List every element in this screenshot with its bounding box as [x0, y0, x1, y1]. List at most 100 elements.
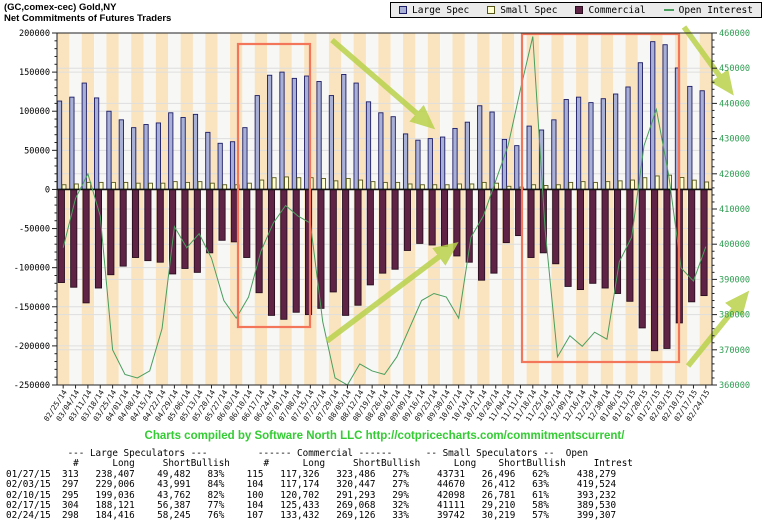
bar-small-spec [704, 181, 710, 190]
bar-small-spec [148, 182, 153, 190]
bar-small-spec [172, 181, 178, 190]
bar-large-spec [625, 86, 631, 190]
bar-commercial [193, 188, 201, 273]
bar-large-spec [464, 121, 470, 190]
bar-large-spec [143, 124, 149, 190]
legend-item-open-interest: Open Interest [663, 4, 753, 16]
bar-small-spec [160, 182, 166, 190]
bar-commercial [280, 188, 288, 320]
bar-commercial [57, 188, 65, 283]
bar-large-spec [316, 81, 322, 190]
chart-legend: Large Spec Small Spec Commercial Open Inter… [390, 2, 762, 18]
table-row: 02/17/15 304 188,121 56,387 77% 104 125,… [6, 500, 617, 512]
bar-large-spec [131, 127, 137, 190]
bar-commercial [638, 188, 646, 329]
bar-commercial [440, 188, 449, 247]
bar-large-spec [365, 101, 372, 190]
right-axis-label: 420000 [719, 170, 750, 180]
bar-small-spec [382, 181, 388, 190]
credit-text: Charts compiled by Software North LLC ht… [145, 430, 626, 442]
bar-large-spec [229, 141, 236, 190]
left-axis-label: -250000 [14, 381, 50, 391]
bar-commercial [478, 188, 486, 281]
right-axis-label: 440000 [719, 99, 750, 109]
bar-small-spec [333, 180, 339, 190]
bar-small-spec [580, 181, 586, 190]
legend-label: Commercial [588, 4, 646, 16]
open-interest-line [62, 36, 707, 386]
bar-commercial [366, 188, 374, 286]
bar-small-spec [568, 181, 574, 190]
bar-commercial [490, 188, 498, 274]
table-column-header-row: # Long ShortBullish # Long ShortBullish … [6, 458, 633, 470]
bar-commercial [663, 188, 671, 349]
bar-large-spec [353, 82, 359, 190]
bar-large-spec [551, 119, 557, 190]
right-axis-label: 370000 [719, 346, 750, 356]
cot-data-table: --- Large Speculators --- ------ Commerc… [6, 448, 761, 522]
bar-commercial [453, 188, 461, 257]
bar-small-spec [135, 182, 141, 190]
cot-chart: -250000 -200000 -150000 -100000 -50000 0 50000… [14, 25, 750, 442]
legend-label: Large Spec [412, 4, 470, 16]
bar-large-spec [168, 112, 174, 190]
bar-small-spec [247, 182, 252, 190]
bar-small-spec [617, 180, 623, 190]
bar-commercial [181, 188, 189, 269]
bar-commercial [329, 188, 337, 293]
legend-item-small-spec: Small Spec [487, 5, 557, 16]
bar-commercial [576, 188, 584, 291]
bar-small-spec [197, 181, 203, 190]
legend-label: Open Interest [678, 4, 753, 16]
bar-small-spec [86, 181, 92, 190]
legend-label: Small Spec [500, 4, 558, 16]
bar-large-spec [56, 100, 63, 190]
bar-large-spec [662, 44, 668, 190]
bar-large-spec [180, 117, 186, 190]
table-row: 01/27/15 313 238,407 49,482 83% 115 117,… [6, 468, 617, 480]
left-axis-label: 0 [45, 185, 50, 195]
bar-large-spec [613, 93, 619, 190]
bar-commercial [379, 188, 387, 274]
legend-item-large-spec: Large Spec [399, 5, 469, 16]
bar-commercial [527, 188, 535, 258]
bar-commercial [354, 188, 362, 306]
table-row: 02/10/15 295 199,036 43,762 82% 100 120,… [6, 489, 617, 501]
bar-commercial [613, 188, 622, 294]
bar-commercial [515, 188, 523, 237]
right-axis-label: 390000 [719, 275, 750, 285]
bar-commercial [428, 188, 436, 246]
bar-large-spec [205, 131, 211, 190]
bar-commercial [564, 188, 572, 287]
bar-large-spec [687, 85, 693, 190]
large-spec-swatch-icon [399, 6, 408, 14]
bar-small-spec [642, 177, 648, 190]
bar-small-spec [111, 181, 116, 190]
bar-small-spec [593, 181, 598, 190]
chart-title-subtitle: Net Commitments of Futures Traders [4, 13, 172, 24]
bar-commercial [416, 188, 424, 244]
bar-small-spec [691, 179, 697, 190]
bar-small-spec [321, 178, 326, 190]
bar-commercial [144, 188, 152, 262]
bar-commercial [131, 188, 140, 258]
right-axis-label: 430000 [719, 135, 750, 145]
bar-large-spec [501, 138, 508, 190]
bar-commercial [292, 188, 300, 313]
trend-arrow [685, 290, 750, 368]
bar-commercial [651, 188, 659, 352]
right-axis-label: 360000 [719, 381, 750, 391]
bar-large-spec [390, 116, 396, 190]
small-spec-swatch-icon [487, 6, 496, 14]
bar-commercial [206, 188, 214, 254]
table-row: 02/03/15 297 229,006 43,991 84% 104 117,… [6, 479, 617, 491]
table-group-header-row: --- Large Speculators --- ------ Commerc… [6, 448, 589, 459]
bar-large-spec [526, 125, 532, 190]
bar-commercial [218, 188, 226, 241]
bar-large-spec [341, 74, 347, 190]
bar-small-spec [185, 181, 191, 190]
bar-small-spec [605, 181, 611, 190]
right-axis-label: 450000 [719, 64, 750, 74]
bar-small-spec [358, 179, 364, 190]
bar-small-spec [123, 181, 129, 190]
